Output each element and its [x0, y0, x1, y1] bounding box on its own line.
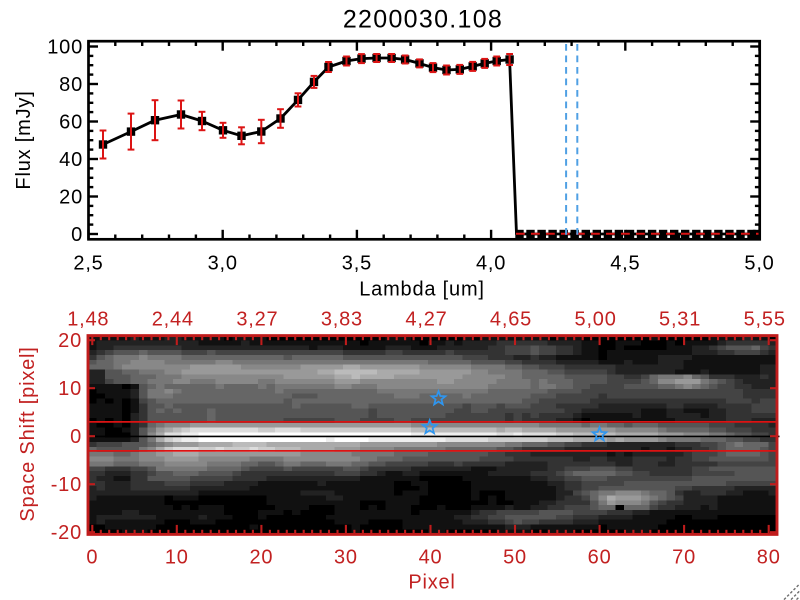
svg-text:20: 20	[249, 547, 273, 569]
svg-text:0: 0	[86, 547, 98, 569]
svg-text:Space Shift [pixel]: Space Shift [pixel]	[17, 346, 39, 521]
svg-text:80: 80	[757, 547, 781, 569]
svg-text:5,31: 5,31	[659, 308, 701, 330]
svg-text:Lambda [um]: Lambda [um]	[359, 278, 485, 300]
svg-text:5,00: 5,00	[575, 308, 617, 330]
svg-text:3,0: 3,0	[208, 253, 238, 275]
svg-text:5,0: 5,0	[744, 253, 774, 275]
svg-text:20: 20	[59, 187, 83, 209]
svg-text:30: 30	[334, 547, 358, 569]
svg-text:80: 80	[59, 74, 83, 96]
svg-text:70: 70	[672, 547, 696, 569]
svg-text:40: 40	[59, 149, 83, 171]
svg-text:4,27: 4,27	[405, 308, 447, 330]
svg-text:-10: -10	[51, 474, 82, 496]
svg-text:Flux [mJy]: Flux [mJy]	[13, 90, 35, 189]
svg-text:5,55: 5,55	[744, 308, 786, 330]
svg-text:2,5: 2,5	[73, 253, 103, 275]
svg-text:10: 10	[58, 378, 82, 400]
svg-text:3,83: 3,83	[321, 308, 363, 330]
svg-text:40: 40	[419, 547, 443, 569]
svg-text:-20: -20	[51, 522, 82, 544]
svg-text:4,0: 4,0	[476, 253, 506, 275]
svg-text:2,44: 2,44	[152, 308, 194, 330]
svg-text:0: 0	[71, 224, 83, 246]
svg-text:1,48: 1,48	[67, 308, 109, 330]
svg-text:10: 10	[165, 547, 189, 569]
svg-text:2200030.108: 2200030.108	[343, 5, 503, 33]
svg-text:4,5: 4,5	[610, 253, 640, 275]
svg-text:3,27: 3,27	[236, 308, 278, 330]
svg-text:0: 0	[70, 426, 82, 448]
svg-text:60: 60	[59, 112, 83, 134]
svg-text:20: 20	[58, 330, 82, 352]
svg-text:50: 50	[503, 547, 527, 569]
svg-text:60: 60	[588, 547, 612, 569]
svg-text:3,5: 3,5	[342, 253, 372, 275]
svg-text:4,65: 4,65	[490, 308, 532, 330]
svg-text:100: 100	[47, 37, 83, 59]
svg-text:Pixel: Pixel	[408, 572, 455, 594]
